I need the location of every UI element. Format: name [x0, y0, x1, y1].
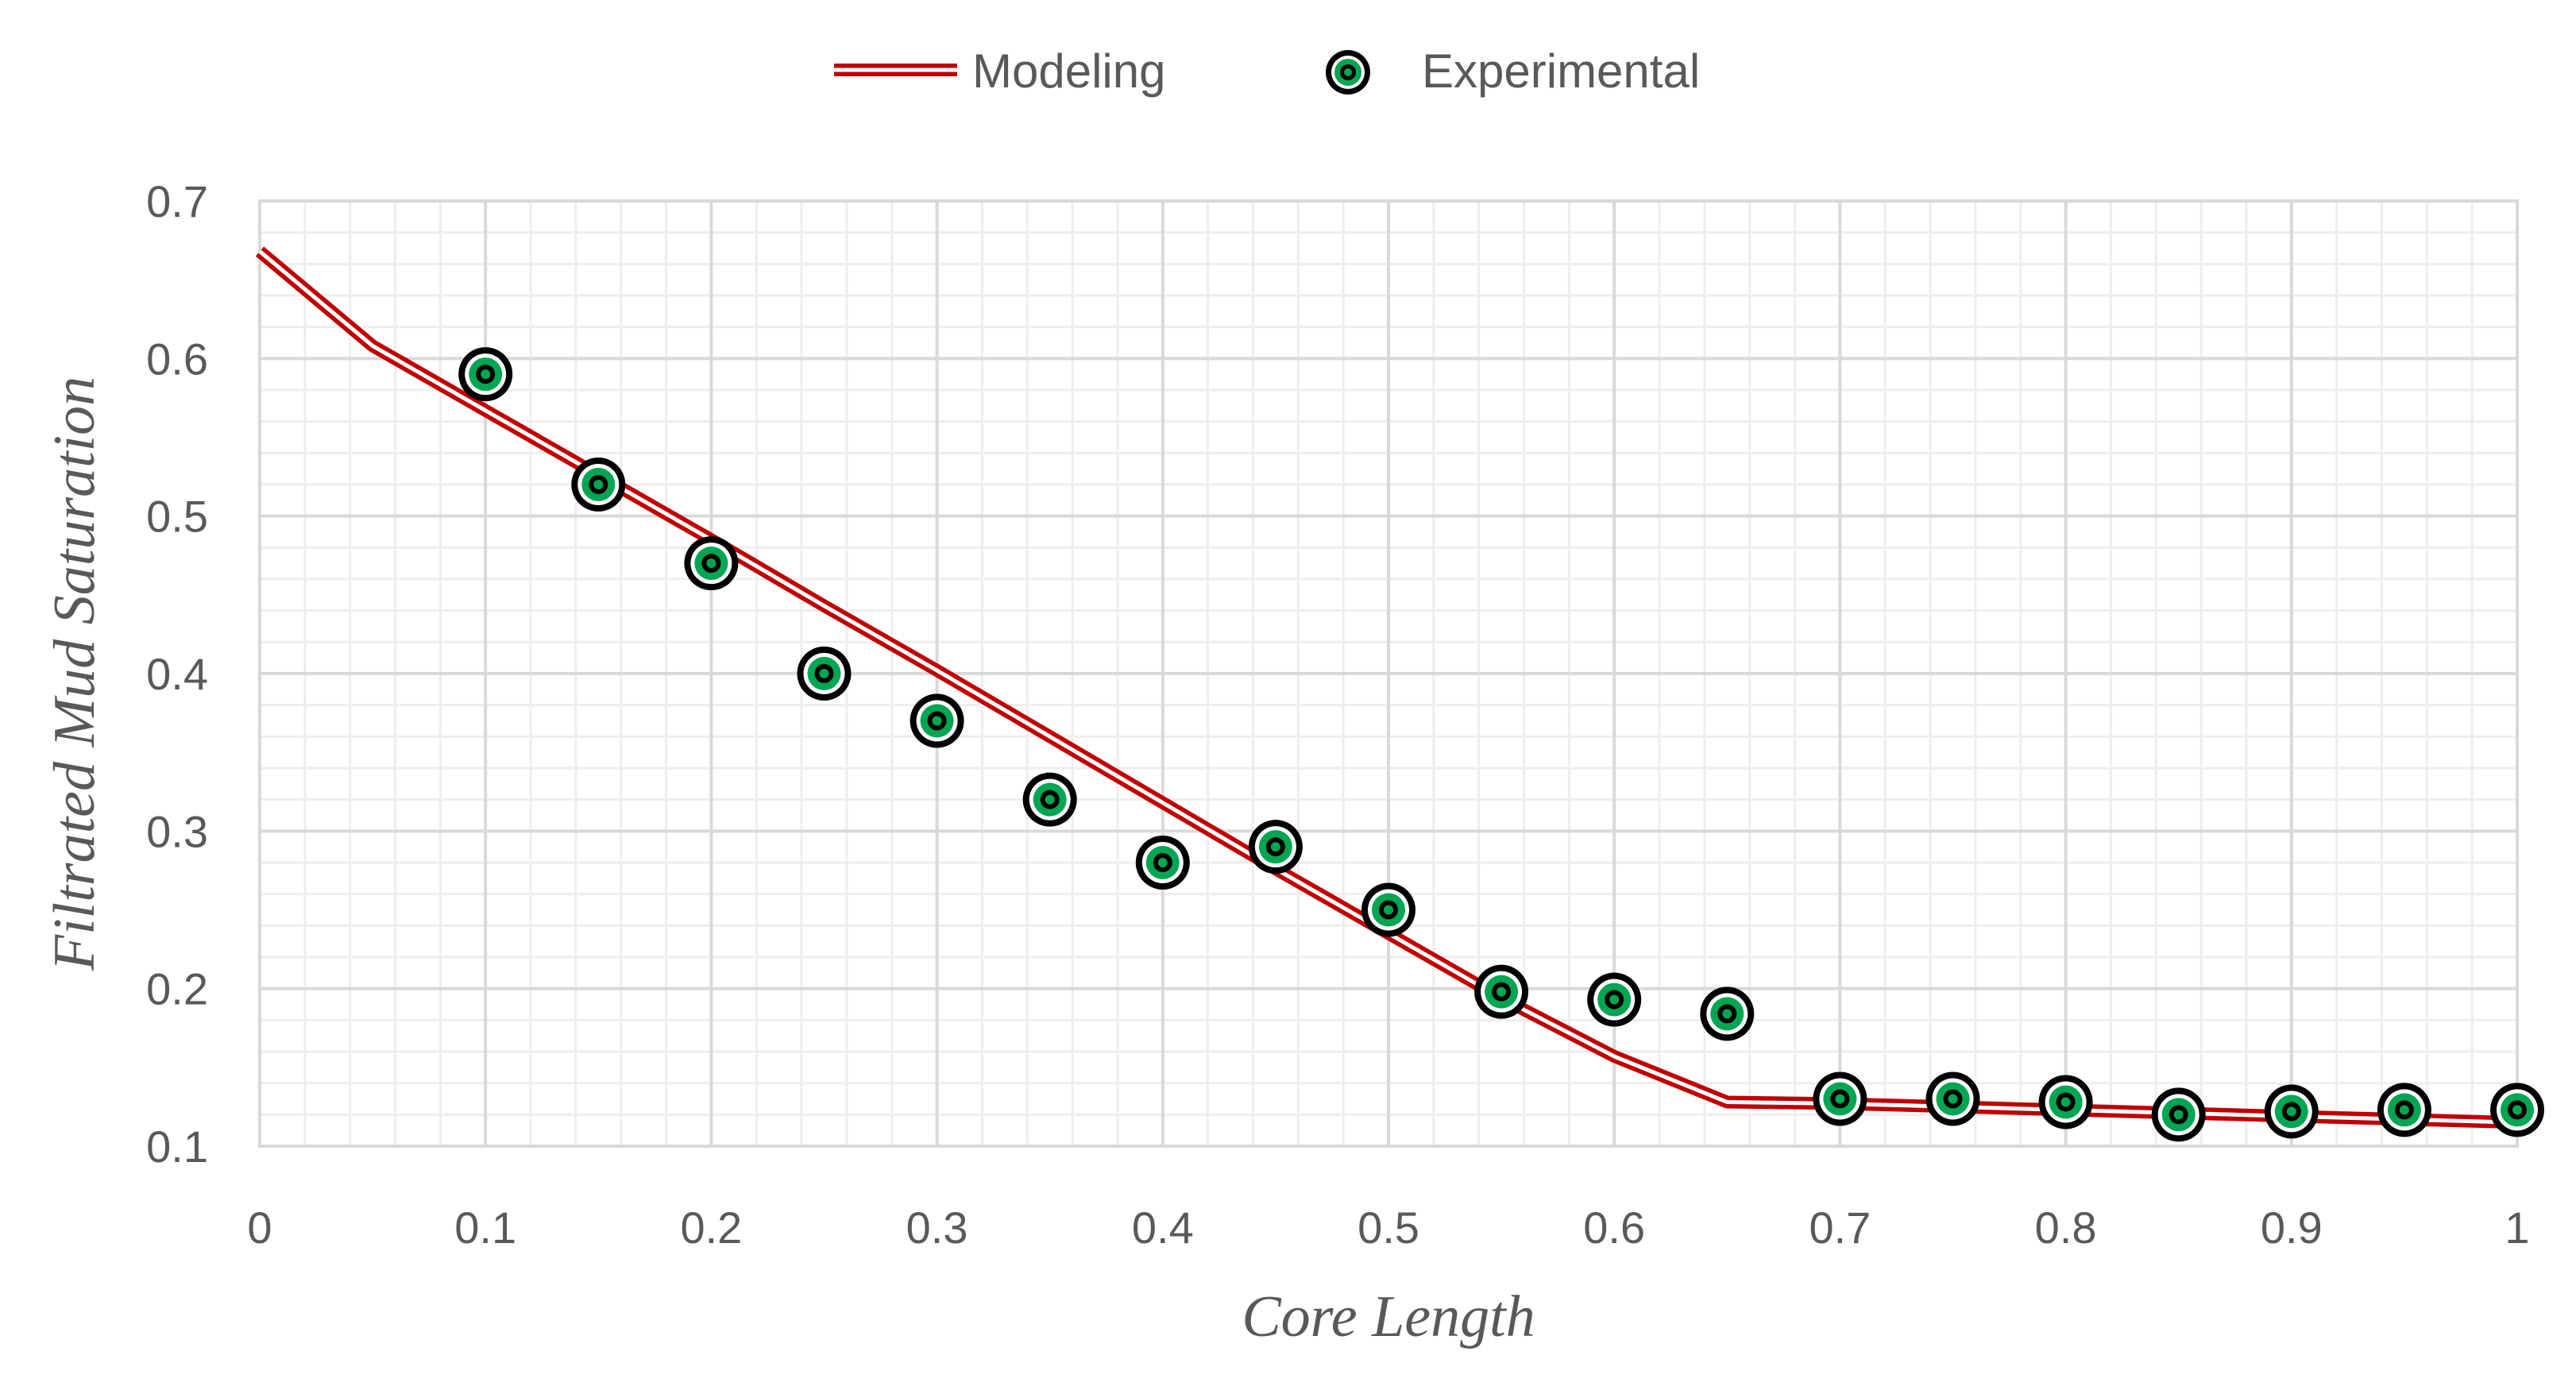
legend-modeling-label: Modeling: [972, 44, 1166, 98]
experimental-point: [1587, 972, 1642, 1027]
marker-center: [1045, 794, 1055, 805]
experimental-series: [458, 347, 2544, 1142]
y-axis-title: Filtrated Mud Saturation: [42, 376, 107, 971]
marker-center: [2399, 1105, 2409, 1115]
marker-center: [1835, 1094, 1845, 1104]
x-tick-label: 0.8: [2035, 1203, 2097, 1253]
x-tick-label: 1: [2505, 1203, 2529, 1253]
plot-frame: [258, 199, 2519, 1148]
marker-center: [932, 716, 942, 726]
experimental-point: [797, 647, 852, 701]
x-axis-title: Core Length: [1242, 1284, 1535, 1349]
experimental-point: [1700, 987, 1755, 1041]
experimental-point: [1925, 1071, 1980, 1126]
experimental-point: [571, 458, 626, 512]
marker-center: [1609, 994, 1620, 1005]
experimental-point: [1474, 964, 1529, 1019]
marker-center: [481, 369, 491, 380]
marker-center: [1270, 842, 1280, 852]
experimental-point: [2264, 1084, 2319, 1139]
x-tick-label: 0.1: [454, 1203, 516, 1253]
y-tick-label: 0.6: [146, 334, 208, 384]
marker-center: [706, 558, 716, 569]
y-tick-label: 0.4: [146, 649, 208, 699]
x-tick-label: 0: [247, 1203, 272, 1253]
experimental-point: [1248, 820, 1303, 875]
x-tick-label: 0.5: [1358, 1203, 1419, 1253]
marker-center: [1948, 1094, 1958, 1104]
x-tick-label: 0.9: [2261, 1203, 2323, 1253]
y-tick-label: 0.5: [146, 492, 208, 542]
marker-center: [2173, 1110, 2184, 1120]
marker-center: [593, 480, 604, 489]
marker-center: [819, 669, 829, 678]
experimental-point: [2151, 1087, 2206, 1142]
marker-center: [1722, 1009, 1732, 1019]
legend-experimental-marker: [1326, 50, 1370, 95]
experimental-point: [458, 347, 513, 402]
marker-center: [2512, 1105, 2522, 1115]
x-tick-label: 0.7: [1809, 1203, 1871, 1253]
experimental-point: [1022, 772, 1077, 827]
legend-experimental-label: Experimental: [1422, 44, 1700, 98]
experimental-point: [1361, 882, 1415, 937]
experimental-point: [684, 536, 739, 591]
marker-center: [1384, 905, 1393, 915]
y-tick-label: 0.3: [146, 806, 208, 856]
x-tick-label: 0.3: [906, 1203, 968, 1253]
legend: Modeling Experimental: [834, 44, 1700, 98]
marker-center: [2286, 1106, 2296, 1117]
x-tick-label: 0.4: [1132, 1203, 1194, 1253]
y-tick-label: 0.7: [146, 176, 208, 226]
experimental-point: [1813, 1071, 1867, 1126]
experimental-point: [910, 693, 964, 748]
y-axis-ticks: 0.1 0.2 0.3 0.4 0.5 0.6 0.7: [146, 176, 208, 1172]
x-tick-label: 0.2: [680, 1203, 742, 1253]
experimental-point: [1135, 836, 1190, 890]
experimental-point: [2490, 1083, 2544, 1137]
experimental-point: [2377, 1083, 2431, 1137]
y-tick-label: 0.1: [146, 1122, 208, 1172]
x-axis-ticks: 0 0.1 0.2 0.3 0.4 0.5 0.6 0.7 0.8 0.9 1: [247, 1203, 2529, 1253]
experimental-point: [2038, 1075, 2093, 1129]
y-tick-label: 0.2: [146, 964, 208, 1014]
marker-center: [2060, 1097, 2071, 1107]
marker-center: [1157, 858, 1168, 867]
x-tick-label: 0.6: [1583, 1203, 1645, 1253]
marker-center: [1497, 987, 1507, 997]
